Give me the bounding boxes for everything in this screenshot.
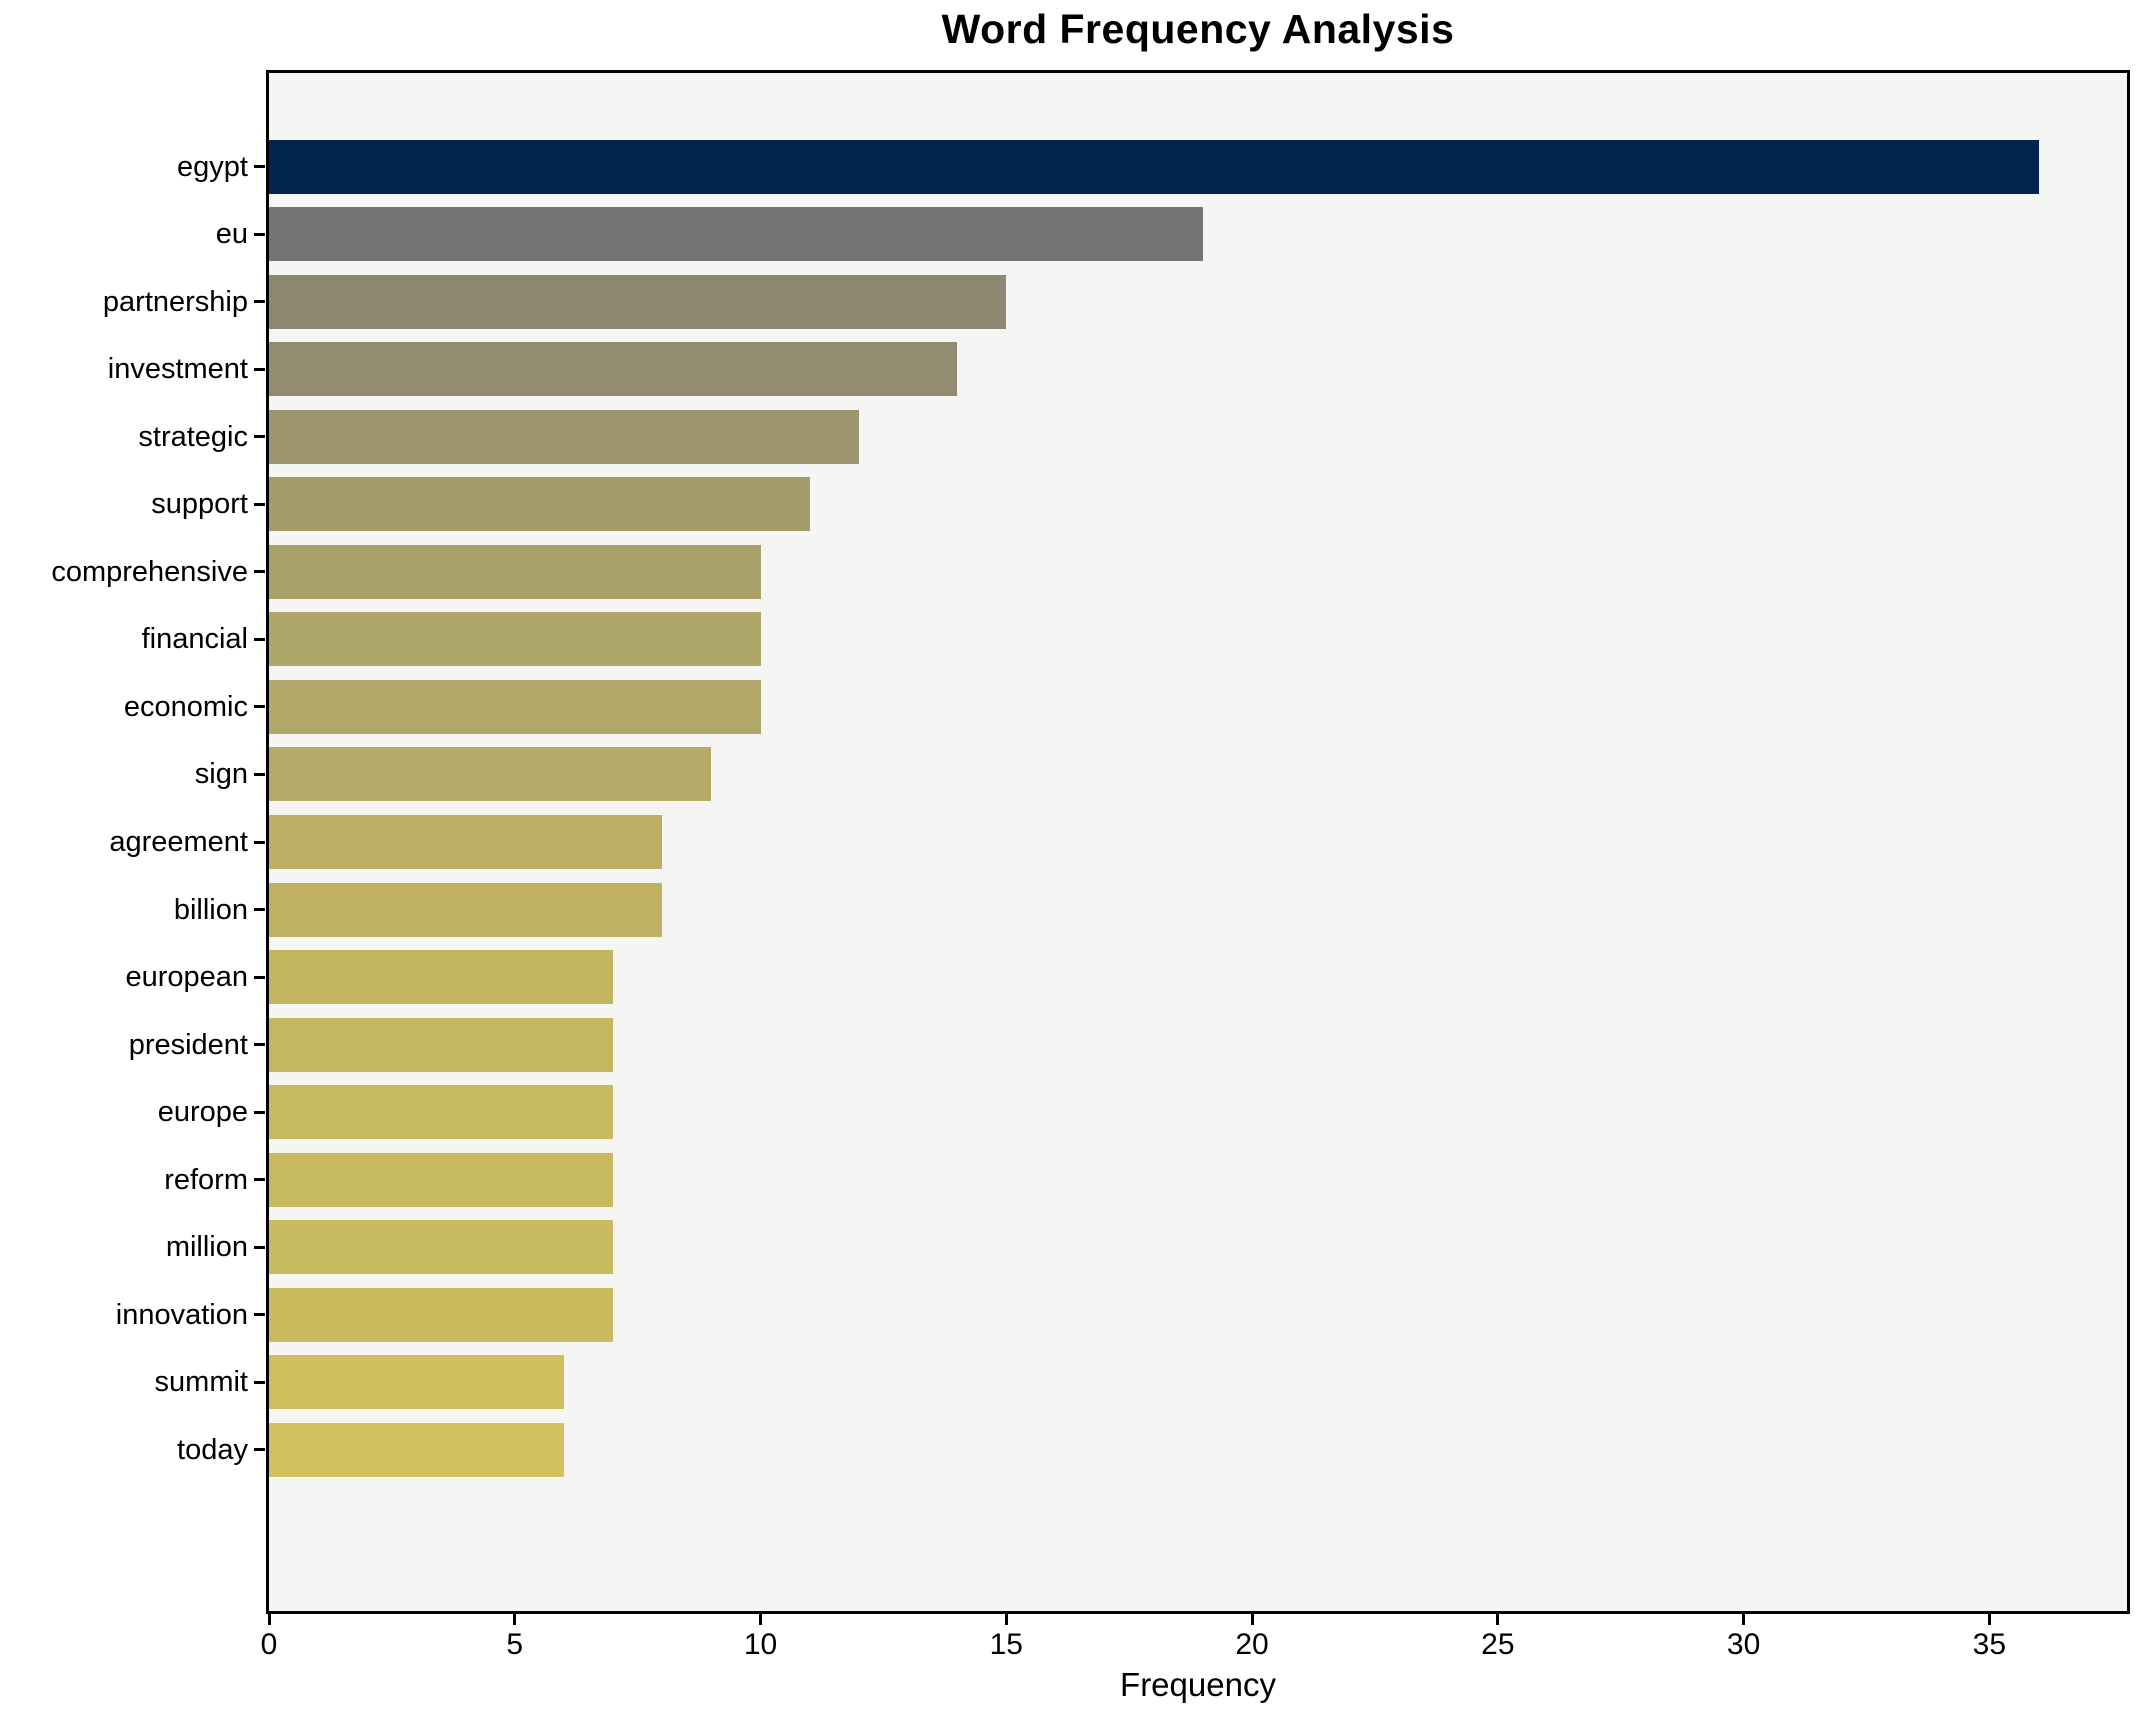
x-tick-label: 0	[260, 1628, 278, 1661]
y-tick-mark	[254, 300, 265, 304]
x-tick-label: 30	[1726, 1628, 1761, 1661]
y-tick-mark	[254, 502, 265, 506]
bar	[269, 1017, 614, 1072]
y-axis-label: summit	[154, 1366, 248, 1399]
y-axis-label: strategic	[138, 420, 248, 453]
x-tick-label: 35	[1972, 1628, 2007, 1661]
bar	[269, 477, 810, 532]
y-tick-mark	[254, 1178, 265, 1182]
y-axis-label: agreement	[109, 826, 248, 858]
bar	[269, 1287, 614, 1342]
bar	[269, 342, 958, 397]
bar	[269, 207, 1203, 262]
x-tick-mark	[759, 1614, 763, 1625]
x-tick-mark	[1250, 1614, 1254, 1625]
y-tick-mark	[254, 1245, 265, 1249]
y-axis-label: financial	[141, 623, 248, 656]
bar	[269, 544, 761, 599]
bar	[269, 747, 712, 802]
bar	[269, 139, 2039, 194]
x-axis-title: Frequency	[1120, 1666, 1276, 1703]
x-tick-mark	[1987, 1614, 1991, 1625]
y-tick-mark	[254, 975, 265, 979]
y-axis-label: sign	[194, 758, 248, 791]
bar	[269, 274, 1007, 329]
y-tick-mark	[254, 637, 265, 641]
y-axis-label: european	[125, 961, 248, 994]
y-axis-label: partnership	[102, 285, 248, 318]
plot-area	[266, 70, 2130, 1614]
y-tick-mark	[254, 1448, 265, 1452]
bar	[269, 1152, 614, 1207]
y-tick-mark	[254, 1110, 265, 1114]
y-tick-mark	[254, 165, 265, 169]
bar	[269, 950, 614, 1005]
x-tick-label: 15	[989, 1628, 1023, 1661]
bar	[269, 409, 859, 464]
y-tick-mark	[254, 367, 265, 371]
y-axis-label: economic	[123, 690, 248, 723]
y-axis-label: comprehensive	[51, 555, 248, 588]
y-axis-label: support	[151, 488, 248, 521]
x-tick-mark	[1742, 1614, 1746, 1625]
bar	[269, 814, 663, 869]
x-tick-mark	[1496, 1614, 1500, 1625]
x-tick-label: 25	[1481, 1628, 1515, 1661]
x-tick-mark	[513, 1614, 517, 1625]
y-tick-mark	[254, 705, 265, 709]
y-axis-label: million	[165, 1231, 248, 1264]
y-axis-label: today	[177, 1433, 248, 1466]
bar	[269, 612, 761, 667]
y-tick-mark	[254, 1380, 265, 1384]
y-axis-label: egypt	[177, 150, 248, 183]
x-tick-mark	[267, 1614, 271, 1625]
bar	[269, 1355, 564, 1410]
x-tick-mark	[1004, 1614, 1008, 1625]
y-tick-mark	[254, 232, 265, 236]
y-tick-mark	[254, 772, 265, 776]
y-tick-mark	[254, 435, 265, 439]
x-tick-label: 10	[743, 1628, 778, 1661]
chart-title: Word Frequency Analysis	[941, 6, 1455, 52]
x-tick-label: 20	[1235, 1628, 1269, 1661]
bar	[269, 1085, 614, 1140]
bar	[269, 882, 663, 937]
y-tick-mark	[254, 1313, 265, 1317]
y-tick-mark	[254, 908, 265, 911]
bar	[269, 679, 761, 734]
y-tick-mark	[254, 570, 265, 574]
bar	[269, 1422, 564, 1477]
x-tick-label: 5	[506, 1628, 524, 1661]
y-axis-label: investment	[107, 353, 248, 386]
y-tick-mark	[254, 840, 265, 844]
bar	[269, 1220, 614, 1275]
y-tick-mark	[254, 1043, 265, 1047]
y-axis-label: president	[128, 1028, 248, 1061]
y-axis-label: billion	[173, 893, 248, 926]
y-axis-label: reform	[164, 1163, 248, 1196]
y-axis-label: innovation	[115, 1298, 248, 1331]
y-axis-label: europe	[157, 1096, 248, 1129]
y-axis-label: eu	[215, 218, 248, 251]
